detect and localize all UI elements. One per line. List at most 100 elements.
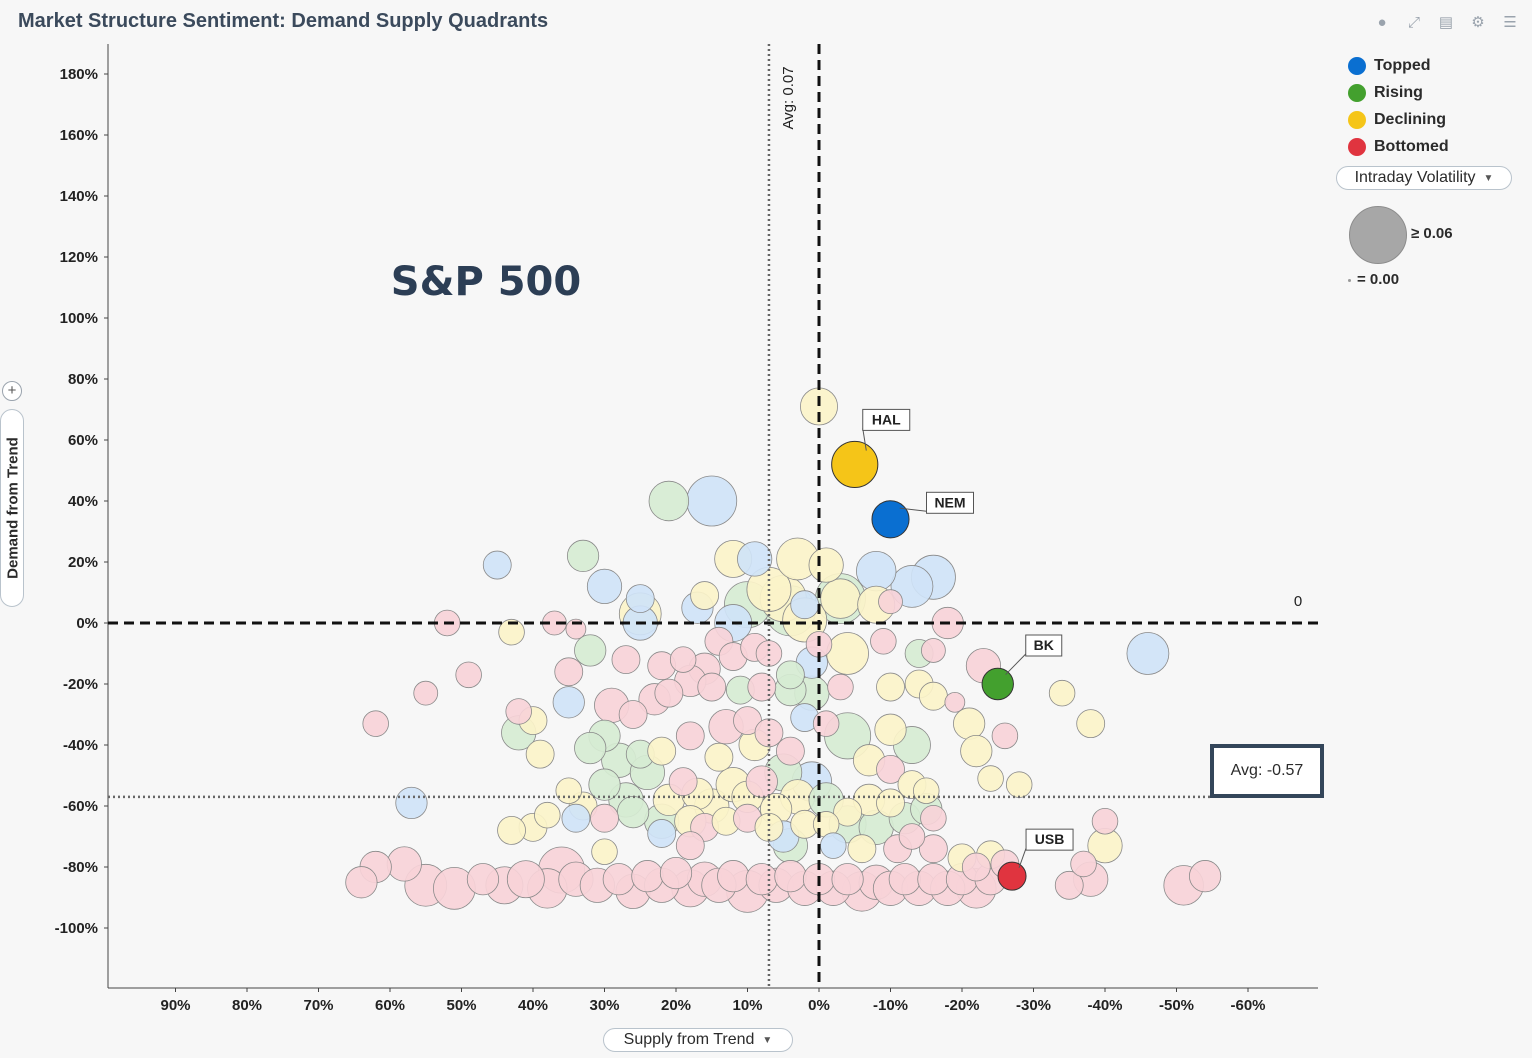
data-point: [820, 578, 861, 619]
y-tick-label: 40%: [68, 493, 98, 510]
data-point: [466, 863, 500, 896]
data-point: [870, 628, 897, 655]
data-point: [944, 691, 966, 713]
x-tick-label: 0%: [808, 997, 830, 1014]
data-point: [574, 731, 607, 765]
data-point: [525, 739, 555, 769]
data-point: [745, 765, 778, 798]
data-point: [386, 846, 422, 882]
data-point: [631, 860, 664, 893]
y-tick-label: 20%: [68, 554, 98, 571]
data-point: [808, 547, 844, 583]
legend-item-topped[interactable]: Topped: [1348, 52, 1449, 79]
data-point: [669, 646, 697, 673]
data-point: [704, 742, 734, 772]
data-point: [876, 788, 905, 818]
gear-icon[interactable]: ⚙: [1471, 14, 1485, 31]
data-point: [455, 661, 482, 689]
data-point: [960, 734, 993, 768]
data-point: [1091, 808, 1119, 835]
y-tick-label: 60%: [68, 432, 98, 449]
data-point: [1188, 860, 1222, 893]
data-point: [913, 777, 940, 804]
add-icon[interactable]: +: [2, 381, 22, 401]
data-point: [345, 866, 378, 899]
data-point: [555, 777, 582, 804]
legend-item-declining[interactable]: Declining: [1348, 106, 1449, 133]
data-point: [919, 834, 948, 864]
list-icon[interactable]: ☰: [1503, 14, 1517, 31]
avg-x-label: Avg: 0.07: [780, 66, 797, 129]
data-point: [362, 710, 389, 737]
data-point: [482, 550, 512, 580]
data-point: [878, 589, 903, 615]
data-point: [847, 834, 877, 864]
data-point: [855, 550, 897, 592]
chart-title: Market Structure Sentiment: Demand Suppl…: [18, 10, 549, 32]
data-point: [505, 698, 532, 725]
data-point: [690, 581, 719, 610]
callout-label: BK: [1034, 637, 1054, 653]
data-point: [648, 480, 690, 522]
x-tick-label: -50%: [1159, 997, 1194, 1014]
data-point: [675, 831, 705, 861]
x-tick-label: 20%: [661, 997, 691, 1014]
legend-label: Rising: [1374, 83, 1423, 101]
legend-item-bottomed[interactable]: Bottomed: [1348, 133, 1449, 160]
zero-line-label: 0: [1294, 593, 1302, 610]
y-tick-label: 0%: [76, 615, 98, 632]
data-point: [588, 768, 621, 801]
data-point: [654, 678, 684, 708]
data-point: [776, 736, 805, 766]
x-tick-label: 70%: [303, 997, 333, 1014]
callout-line: [1018, 847, 1027, 868]
size-metric-label: Intraday Volatility: [1354, 169, 1476, 186]
data-point: [874, 713, 907, 746]
callout-label: USB: [1035, 831, 1065, 847]
notes-icon[interactable]: ▤: [1438, 14, 1454, 31]
x-tick-label: 40%: [518, 997, 548, 1014]
data-point: [618, 700, 648, 729]
data-point: [774, 860, 807, 893]
x-tick-label: 10%: [732, 997, 762, 1014]
highlighted-point: [871, 500, 910, 539]
data-point: [590, 803, 619, 833]
data-point: [1076, 709, 1106, 739]
data-point: [659, 856, 693, 890]
data-point: [991, 722, 1019, 750]
callout-line: [899, 507, 927, 512]
data-point: [812, 710, 840, 737]
callout-line: [1005, 653, 1027, 675]
data-point: [675, 721, 705, 751]
highlighted-point: [831, 440, 879, 488]
data-point: [395, 786, 428, 820]
y-tick-label: -40%: [63, 737, 98, 754]
highlighted-point: [997, 861, 1027, 891]
x-axis-selector[interactable]: Supply from Trend ▼: [603, 1028, 793, 1052]
index-label: S&P 500: [391, 259, 581, 305]
data-point: [1048, 679, 1076, 707]
legend-item-rising[interactable]: Rising: [1348, 79, 1449, 106]
data-point: [820, 832, 847, 859]
size-metric-dropdown[interactable]: Intraday Volatility ▼: [1336, 166, 1512, 190]
toolbar: ● ⤢ ▤ ⚙ ☰: [1372, 12, 1520, 32]
legend-label: Bottomed: [1374, 137, 1449, 155]
data-point: [554, 657, 584, 687]
data-point: [876, 672, 905, 702]
data-point: [506, 860, 545, 899]
data-point: [574, 634, 607, 667]
callout-box: [1025, 634, 1063, 657]
highlighted-point: [981, 667, 1014, 701]
bottomed-swatch-icon: [1348, 137, 1366, 156]
x-tick-label: 90%: [160, 997, 190, 1014]
data-point: [647, 819, 677, 848]
x-tick-label: 50%: [446, 997, 476, 1014]
x-tick-label: 60%: [375, 997, 405, 1014]
expand-icon[interactable]: ⤢: [1407, 13, 1420, 31]
y-axis-selector[interactable]: Demand from Trend: [0, 409, 24, 607]
size-max-swatch: [1349, 206, 1407, 264]
data-point: [919, 681, 948, 711]
data-point: [498, 618, 525, 646]
lightbulb-icon[interactable]: ●: [1377, 13, 1387, 31]
